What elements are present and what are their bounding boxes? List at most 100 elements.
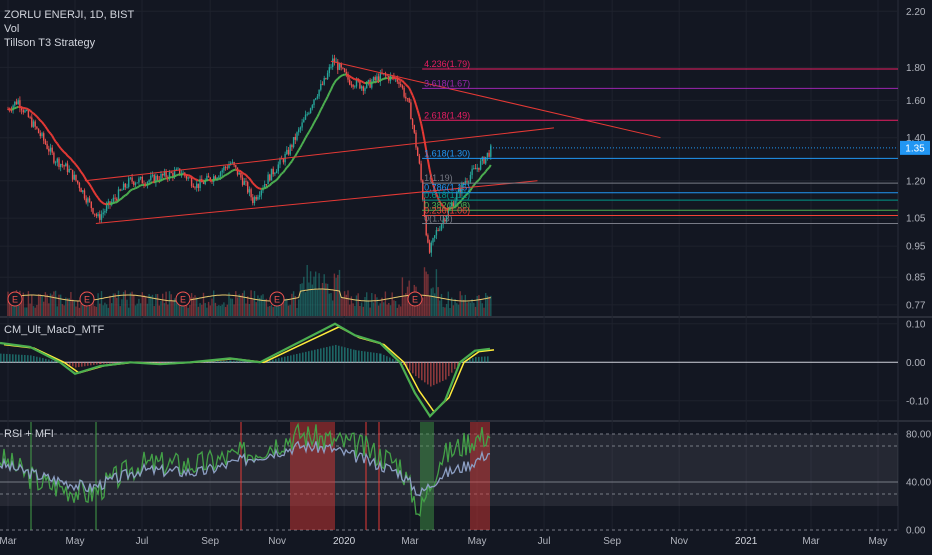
volume-bar bbox=[52, 295, 53, 316]
macd-histogram-bar bbox=[424, 362, 426, 382]
candle-body bbox=[368, 80, 369, 82]
volume-bar bbox=[388, 303, 389, 316]
volume-bar bbox=[245, 304, 246, 316]
candle-body bbox=[261, 190, 262, 195]
t3-line-segment bbox=[338, 77, 340, 79]
t3-line-segment bbox=[78, 167, 80, 169]
candle-body bbox=[18, 100, 19, 104]
volume-bar bbox=[70, 292, 71, 316]
volume-bar bbox=[46, 295, 47, 316]
price-tick-label: 0.77 bbox=[906, 300, 926, 311]
macd-histogram-bar bbox=[39, 357, 41, 362]
volume-bar bbox=[261, 295, 262, 316]
t3-line-segment bbox=[134, 188, 136, 189]
volume-bar bbox=[490, 296, 491, 316]
t3-line-segment bbox=[372, 82, 374, 83]
volume-bar bbox=[458, 305, 459, 316]
t3-line-segment bbox=[404, 83, 406, 85]
candle-body bbox=[62, 164, 63, 165]
candle-body bbox=[420, 164, 421, 181]
t3-line-segment bbox=[280, 174, 282, 176]
candle-body bbox=[188, 177, 189, 178]
t3-line-segment bbox=[68, 156, 70, 158]
t3-line-segment bbox=[227, 173, 229, 174]
t3-line-segment bbox=[401, 80, 403, 81]
macd-histogram-bar bbox=[386, 356, 388, 362]
macd-histogram-bar bbox=[433, 362, 435, 385]
candle-body bbox=[189, 177, 190, 178]
volume-bar bbox=[206, 308, 207, 316]
strategy-legend[interactable]: Tillson T3 Strategy bbox=[4, 36, 134, 50]
candle-body bbox=[48, 149, 49, 152]
candle-body bbox=[332, 58, 333, 66]
candle-body bbox=[490, 145, 491, 156]
candle-body bbox=[203, 182, 204, 184]
macd-histogram-bar bbox=[284, 357, 286, 363]
fib-level-label: 4.236(1.79) bbox=[424, 59, 470, 69]
candle-body bbox=[222, 170, 223, 172]
candle-body bbox=[432, 238, 433, 242]
volume-bar bbox=[262, 294, 263, 316]
volume-bar bbox=[400, 306, 401, 316]
volume-bar bbox=[446, 304, 447, 316]
candle-body bbox=[477, 168, 478, 169]
macd-histogram-bar bbox=[376, 353, 378, 362]
volume-bar bbox=[385, 292, 386, 316]
t3-line-segment bbox=[251, 181, 253, 184]
t3-line-segment bbox=[358, 80, 360, 81]
volume-bar bbox=[278, 306, 279, 316]
macd-title[interactable]: CM_Ult_MacD_MTF bbox=[4, 323, 104, 337]
volume-bar bbox=[269, 306, 270, 316]
candle-body bbox=[193, 186, 194, 187]
candle-body bbox=[43, 133, 44, 140]
rsi-signal-bar bbox=[378, 422, 380, 530]
volume-bar bbox=[341, 298, 342, 316]
price-tick-label: 2.20 bbox=[906, 7, 926, 18]
macd-histogram-bar bbox=[3, 354, 5, 362]
t3-line-segment bbox=[192, 177, 194, 178]
macd-histogram-bar bbox=[415, 362, 417, 376]
candle-body bbox=[276, 171, 277, 173]
t3-line-segment bbox=[340, 76, 342, 77]
volume-bar bbox=[176, 301, 177, 316]
candle-body bbox=[279, 159, 280, 165]
fib-level-label: 2.618(1.49) bbox=[424, 110, 470, 120]
candle-body bbox=[487, 153, 488, 157]
earnings-marker-label: E bbox=[412, 295, 418, 305]
t3-line-segment bbox=[482, 174, 484, 175]
volume-bar bbox=[444, 307, 445, 316]
volume-bar bbox=[138, 299, 139, 316]
rsi-title[interactable]: RSI + MFI bbox=[4, 427, 54, 441]
candle-body bbox=[196, 184, 197, 188]
macd-histogram-bar bbox=[72, 362, 74, 366]
volume-bar bbox=[199, 303, 200, 316]
candle-body bbox=[137, 182, 138, 183]
candle-body bbox=[126, 187, 127, 188]
candle-body bbox=[31, 118, 32, 127]
rsi-highlight-zone bbox=[290, 422, 300, 530]
candle-body bbox=[86, 198, 87, 202]
t3-line-segment bbox=[362, 81, 364, 82]
macd-legend: CM_Ult_MacD_MTF bbox=[4, 323, 104, 337]
t3-line-segment bbox=[232, 170, 234, 171]
candle-body bbox=[475, 168, 476, 169]
candle-body bbox=[29, 117, 30, 118]
volume-bar bbox=[103, 305, 104, 316]
candle-body bbox=[318, 90, 319, 97]
volume-legend[interactable]: Vol bbox=[4, 22, 134, 36]
volume-bar bbox=[432, 287, 433, 316]
symbol-title[interactable]: ZORLU ENERJI, 1D, BIST bbox=[4, 8, 134, 22]
candle-body bbox=[373, 77, 374, 81]
candle-body bbox=[361, 86, 362, 88]
candle-body bbox=[410, 102, 411, 119]
t3-line-segment bbox=[348, 75, 350, 76]
macd-histogram-bar bbox=[358, 351, 360, 363]
x-tick-label: Mar bbox=[0, 536, 17, 547]
volume-bar bbox=[237, 297, 238, 316]
t3-line-segment bbox=[399, 79, 401, 80]
volume-bar bbox=[172, 301, 173, 316]
macd-histogram-bar bbox=[15, 354, 17, 362]
macd-histogram-bar bbox=[487, 356, 489, 362]
